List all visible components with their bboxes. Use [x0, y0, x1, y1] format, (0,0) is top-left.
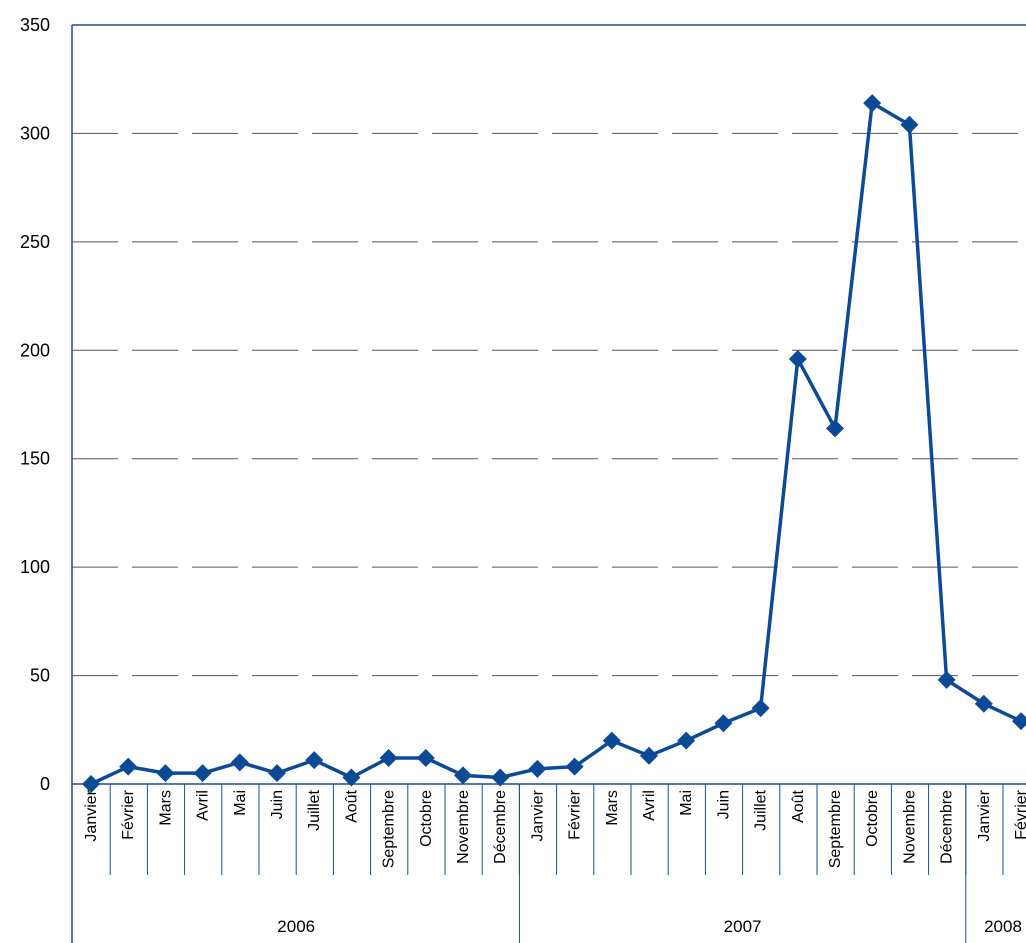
x-tick-label: Avril: [641, 790, 658, 821]
series-line: [90, 101, 1022, 786]
data-point: [863, 94, 882, 113]
x-tick-label: Décembre: [492, 790, 509, 864]
x-tick-label: Juin: [715, 790, 732, 819]
data-point: [714, 714, 733, 733]
x-tick-label: Février: [1013, 789, 1026, 839]
y-tick-labels: 0 50 100 150 200 250 300 350: [20, 15, 50, 794]
x-tick-label: Janvier: [976, 789, 993, 841]
x-tick-label: Mars: [604, 790, 621, 826]
data-point: [826, 419, 844, 438]
x-tick-label: Août: [343, 789, 360, 822]
data-point: [305, 751, 324, 770]
x-tick-label: Novembre: [455, 790, 472, 864]
x-tick-label: Mai: [678, 790, 695, 816]
x-tick-label: Janvier: [529, 789, 546, 841]
y-tick-label: 100: [20, 557, 50, 577]
data-point: [602, 731, 621, 750]
x-tick-label: Février: [567, 789, 584, 839]
x-tick-label: Mars: [157, 790, 174, 826]
x-tick-label: Janvier: [83, 789, 100, 841]
data-point: [677, 731, 696, 750]
data-point: [82, 775, 100, 793]
axes: [71, 24, 1026, 943]
data-point: [974, 694, 993, 713]
data-point: [379, 748, 398, 767]
x-category-labels: Janvier Février Mars Avril Mai Juin Juillet Aoû…: [83, 789, 1026, 936]
year-label: 2008: [984, 917, 1022, 936]
y-tick-label: 150: [20, 449, 50, 469]
year-label: 2006: [277, 917, 315, 936]
data-point: [491, 768, 510, 787]
y-tick-label: 350: [20, 15, 50, 35]
data-point: [788, 349, 807, 368]
data-point: [193, 764, 212, 783]
data-point: [937, 670, 956, 689]
data-point: [416, 748, 435, 767]
x-tick-label: Juillet: [306, 789, 323, 830]
data-point: [119, 757, 138, 776]
y-tick-label: 50: [30, 666, 50, 686]
x-tick-label: Septembre: [381, 790, 398, 868]
x-tick-label: Octobre: [864, 790, 881, 847]
x-tick-label: Novembre: [901, 790, 918, 864]
data-point: [230, 753, 249, 772]
y-tick-label: 200: [20, 340, 50, 360]
x-tick-label: Septembre: [827, 790, 844, 868]
data-point: [565, 757, 584, 776]
data-point: [1012, 712, 1026, 731]
y-tick-label: 0: [40, 774, 50, 794]
x-tick-label: Avril: [195, 790, 212, 821]
data-point: [751, 699, 770, 718]
y-tick-label: 300: [20, 123, 50, 143]
x-tick-label: Mai: [232, 790, 249, 816]
x-tick-label: Décembre: [939, 790, 956, 864]
gridlines: [72, 132, 1026, 677]
x-tick-label: Octobre: [418, 790, 435, 847]
data-point: [528, 759, 547, 778]
x-tick-label: Février: [120, 789, 137, 839]
data-point: [900, 115, 919, 134]
data-point: [454, 766, 472, 785]
data-point: [640, 746, 658, 765]
y-tick-label: 250: [20, 232, 50, 252]
data-point: [156, 764, 175, 783]
x-tick-label: Juillet: [753, 789, 770, 830]
data-point: [268, 764, 286, 783]
data-point: [342, 768, 361, 787]
data-series: [82, 94, 1026, 793]
x-tick-label: Juin: [269, 790, 286, 819]
x-tick-label: Août: [790, 789, 807, 822]
year-label: 2007: [724, 917, 762, 936]
